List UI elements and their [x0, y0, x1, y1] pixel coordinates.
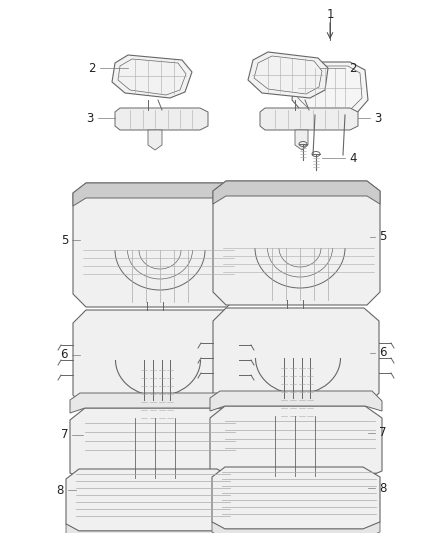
Polygon shape — [66, 524, 234, 533]
Polygon shape — [148, 130, 162, 150]
Text: 1: 1 — [326, 7, 334, 20]
Polygon shape — [210, 406, 382, 478]
Polygon shape — [212, 467, 380, 529]
Text: 2: 2 — [88, 61, 96, 75]
Polygon shape — [292, 62, 368, 115]
Polygon shape — [73, 183, 240, 206]
Text: 6: 6 — [379, 346, 386, 359]
Polygon shape — [115, 108, 208, 130]
Polygon shape — [73, 310, 239, 410]
Text: 8: 8 — [379, 481, 386, 495]
Polygon shape — [295, 130, 308, 150]
Polygon shape — [112, 55, 192, 98]
Polygon shape — [73, 183, 240, 307]
Polygon shape — [248, 52, 328, 98]
Polygon shape — [213, 181, 380, 204]
Text: 8: 8 — [57, 483, 64, 497]
Polygon shape — [70, 393, 242, 413]
Text: 7: 7 — [60, 429, 68, 441]
Text: 5: 5 — [379, 230, 386, 244]
Text: 4: 4 — [349, 151, 357, 165]
Text: 6: 6 — [60, 349, 68, 361]
Polygon shape — [66, 469, 234, 531]
Text: 2: 2 — [349, 61, 357, 75]
Text: 5: 5 — [60, 233, 68, 246]
Text: 7: 7 — [379, 426, 386, 440]
Polygon shape — [210, 391, 382, 411]
Text: 3: 3 — [374, 111, 381, 125]
Polygon shape — [260, 108, 358, 130]
Polygon shape — [213, 308, 379, 408]
Text: 3: 3 — [87, 111, 94, 125]
Polygon shape — [70, 408, 242, 480]
Polygon shape — [213, 181, 380, 305]
Polygon shape — [212, 522, 380, 533]
